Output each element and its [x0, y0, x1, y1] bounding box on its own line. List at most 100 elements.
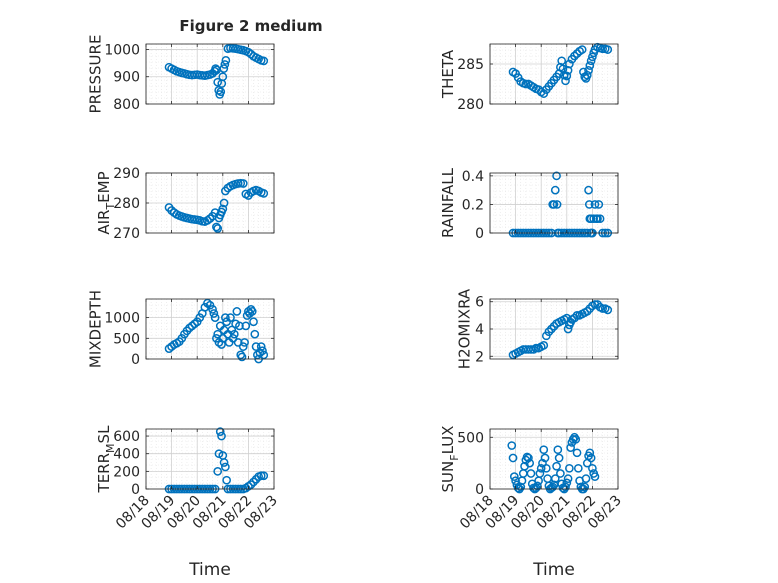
data-point — [584, 66, 593, 75]
data-point — [218, 333, 228, 343]
data-point — [562, 71, 572, 81]
data-point — [218, 204, 228, 214]
y-tick-label: 4 — [475, 322, 484, 338]
data-point — [211, 64, 220, 73]
data-point — [210, 313, 220, 322]
data-point — [549, 321, 559, 331]
data-point — [215, 427, 225, 436]
axes-box — [489, 428, 619, 490]
data-point — [516, 482, 526, 492]
data-point — [586, 214, 596, 224]
x-axis-label: Time — [532, 560, 575, 580]
data-point — [550, 185, 560, 195]
data-point — [218, 72, 228, 82]
data-point — [228, 333, 238, 343]
data-point — [552, 171, 561, 181]
axes-box — [145, 428, 275, 490]
data-point — [585, 304, 595, 313]
data-point — [552, 461, 561, 471]
y-axis-label: THETA — [439, 49, 457, 99]
data-point — [547, 324, 556, 334]
data-point — [213, 467, 223, 476]
data-point — [508, 453, 518, 463]
data-point — [209, 309, 219, 318]
data-point — [593, 214, 602, 224]
y-tick-label: 290 — [113, 166, 140, 182]
y-tick-label: 280 — [113, 196, 140, 212]
data-point — [238, 179, 248, 188]
data-point — [566, 443, 575, 452]
y-label-rest: LUX — [439, 426, 457, 455]
y-tick-label: 500 — [457, 430, 484, 446]
data-point — [222, 475, 231, 485]
subplot-terr-msl: 08/1808/1908/2008/2108/2208/230200400600… — [95, 425, 281, 580]
data-point — [249, 477, 258, 487]
y-tick-label: 0 — [131, 352, 140, 368]
data-point — [582, 306, 592, 316]
data-point — [531, 343, 541, 353]
data-point — [521, 79, 531, 89]
data-series — [164, 43, 269, 99]
data-point — [507, 441, 517, 450]
y-tick-label: 270 — [113, 226, 140, 242]
data-point — [588, 463, 597, 473]
subplot-rainfall: 0 0.2 0.4 RAINFALL — [439, 167, 619, 242]
data-point — [586, 56, 596, 66]
data-point — [561, 482, 570, 492]
y-axis-label: MIXDEPTH — [86, 290, 104, 368]
data-point — [220, 60, 230, 69]
data-point — [212, 222, 221, 232]
data-point — [565, 463, 574, 473]
data-point — [598, 44, 607, 54]
data-point — [539, 445, 549, 455]
data-point — [226, 313, 235, 322]
data-point — [573, 463, 583, 473]
data-point — [233, 338, 243, 347]
data-point — [533, 481, 542, 491]
data-point — [590, 472, 600, 481]
figure-title: Figure 2 medium — [179, 17, 322, 35]
data-point — [580, 482, 590, 492]
data-point — [572, 311, 582, 320]
data-point — [232, 307, 242, 316]
data-point — [256, 342, 266, 351]
data-series — [508, 42, 613, 98]
y-label-subscript: M — [104, 443, 117, 453]
data-series — [507, 432, 600, 494]
data-point — [535, 469, 545, 478]
data-point — [550, 474, 560, 484]
data-point — [588, 52, 597, 62]
y-label-rest: EMP — [95, 171, 113, 202]
y-tick-label: 6 — [475, 295, 484, 311]
x-axis-label: Time — [188, 560, 231, 580]
data-point — [240, 338, 249, 347]
y-axis-label: H2OMIXRA — [456, 288, 474, 369]
data-series — [164, 298, 269, 364]
y-axis-label: TERRMSL — [95, 425, 117, 494]
y-tick-label: 2 — [475, 349, 484, 365]
data-point — [572, 448, 582, 458]
data-point — [603, 305, 613, 315]
data-point — [549, 200, 559, 209]
data-point — [219, 64, 229, 73]
y-tick-label: 600 — [113, 429, 140, 445]
data-point — [247, 307, 257, 316]
data-point — [251, 342, 261, 351]
data-point — [584, 200, 594, 209]
axes-box — [489, 43, 619, 105]
subplot-sun-flux: 08/1808/1908/2008/2108/2208/230500SUNFLU… — [439, 426, 625, 580]
data-point — [213, 77, 223, 87]
data-point — [539, 341, 549, 350]
data-point — [553, 445, 563, 455]
data-point — [565, 59, 574, 69]
y-label-main: SUN — [439, 461, 457, 493]
y-tick-label: 0 — [131, 482, 140, 498]
data-point — [582, 70, 592, 80]
y-tick-label: 1000 — [104, 42, 140, 58]
data-point — [208, 304, 217, 314]
data-point — [241, 321, 251, 331]
